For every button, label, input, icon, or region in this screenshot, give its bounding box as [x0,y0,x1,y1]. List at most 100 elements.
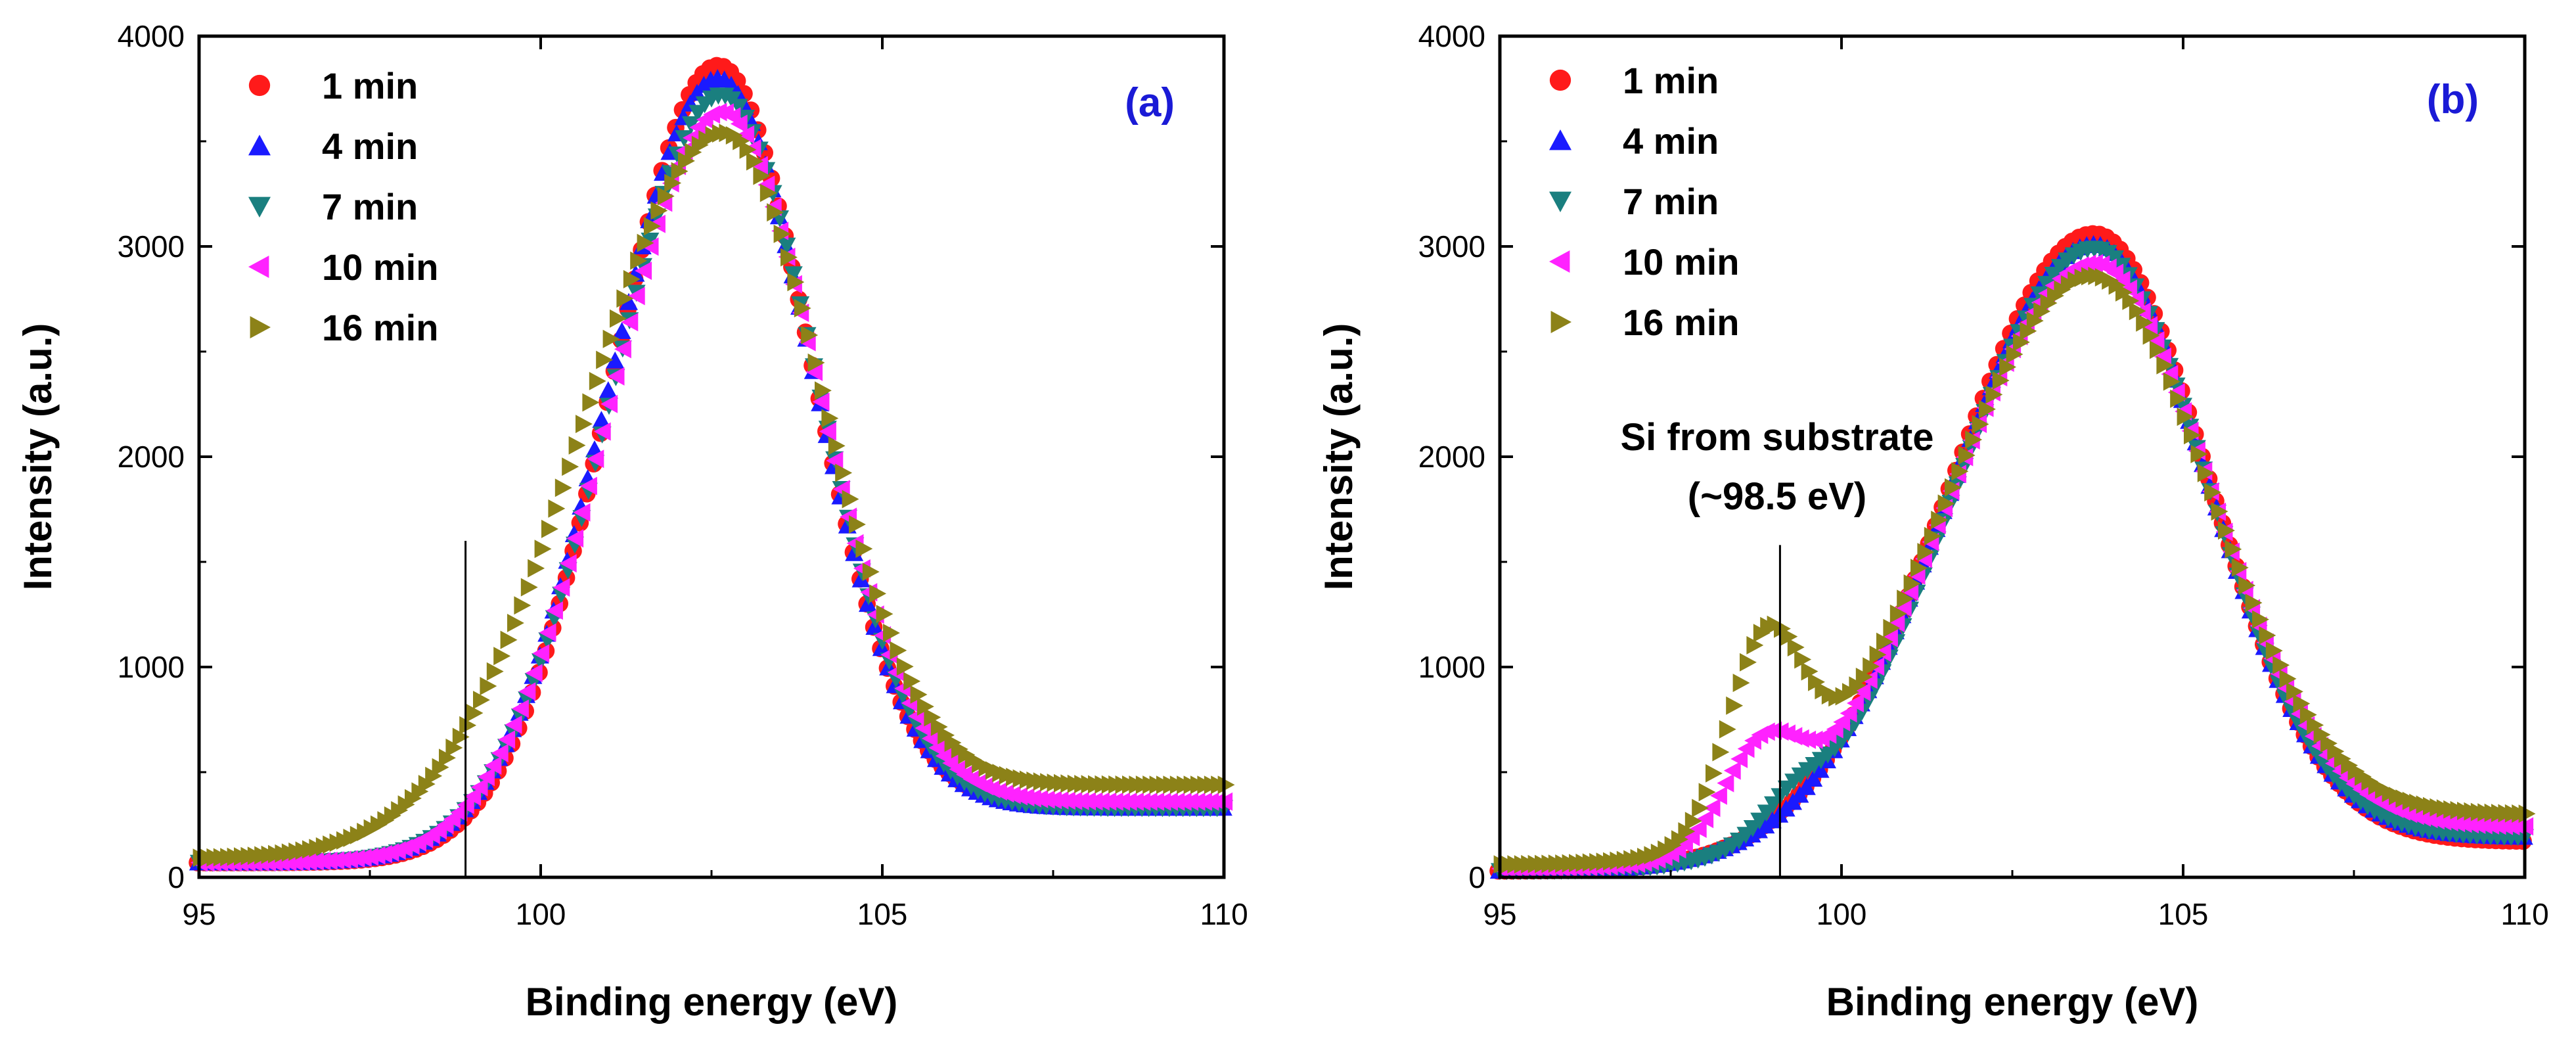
data-point [2299,705,2317,724]
data-point [2293,694,2311,713]
panel-b-data-points [1489,225,2536,881]
legend-marker [248,196,271,218]
legend-label: 10 min [1623,241,1739,283]
data-point [614,340,631,359]
data-point [1723,761,1741,780]
data-point [484,756,502,775]
data-point [600,394,618,413]
data-point [2434,812,2452,831]
legend-label: 16 min [322,307,438,348]
data-point [1839,724,1858,742]
legend-marker [1549,191,1571,212]
data-point [1999,357,2017,377]
data-point [498,730,516,749]
data-point [678,151,695,170]
data-point [610,309,627,328]
data-point [2122,291,2140,310]
data-point [2245,593,2263,612]
panel-b-y-axis-title: Intensity (a.u.) [1317,323,1361,591]
data-point [528,559,545,578]
data-point [486,662,504,681]
data-point [1010,787,1028,806]
data-point [917,697,934,716]
y-tick-label: 4000 [1418,19,1485,53]
data-point [507,614,524,632]
data-point [425,766,443,785]
data-point [681,116,700,133]
data-point [602,329,620,348]
legend-item: 7 min [1549,181,1719,222]
panel-b-ticks: 95 100 105 110 0 1000 2000 3000 4000 [1418,19,2549,931]
data-point [1894,598,1912,617]
legend-item: 1 min [1549,60,1719,101]
legend-item: 10 min [1549,241,1739,283]
data-point [612,322,631,339]
data-point [592,411,611,428]
x-tick-label: 105 [857,897,908,931]
data-point [2163,372,2181,391]
data-point [445,738,463,757]
data-point [2026,311,2044,331]
data-point [1965,430,1983,449]
data-point [505,715,522,734]
data-point [787,273,805,292]
panel-a-ticks: 95 100 105 110 0 1000 2000 3000 4000 [118,19,1248,931]
data-point [606,351,625,369]
data-point [1710,786,1727,805]
data-point [739,140,757,159]
panel-a-x-axis-title: Binding energy (eV) [526,980,898,1024]
series-10-min [191,103,1233,872]
data-point [2115,283,2133,302]
legend-label: 4 min [1623,120,1719,162]
data-point [1992,371,2010,390]
data-point [593,422,611,441]
data-point [1794,650,1812,669]
data-point [1811,760,1830,778]
data-point [815,381,832,400]
data-point [1706,764,1723,783]
data-point [539,623,556,642]
data-point [1847,694,1864,712]
data-point [452,727,470,747]
data-point [828,436,846,455]
data-point [2156,356,2174,375]
data-point [1937,494,1955,513]
data-point [541,519,558,538]
data-point [1979,400,1996,419]
panel-b-annotation-line1: Si from substrate [1621,416,1934,459]
data-point [2147,331,2165,350]
data-point [630,251,648,270]
data-point [641,237,659,256]
data-point [621,313,639,332]
data-point [432,758,449,777]
series-16-min [1493,266,2536,874]
data-point [532,644,550,663]
data-point [773,224,791,243]
y-tick-label: 4000 [118,19,185,53]
data-point [512,699,529,718]
data-point [2086,254,2103,273]
data-point [777,237,796,255]
data-point [2177,407,2194,426]
legend-label: 4 min [322,126,418,167]
data-point [1740,653,1757,672]
data-point [819,422,836,441]
data-point [520,578,538,597]
data-point [1746,635,1764,655]
x-tick-label: 110 [1200,897,1248,931]
legend-label: 16 min [1623,302,1739,343]
data-point [2272,656,2290,675]
data-point [459,716,477,735]
data-point [1217,775,1235,795]
data-point [623,269,641,288]
y-tick-label: 3000 [1418,229,1485,264]
data-point [1801,662,1819,681]
data-point [2037,275,2056,293]
data-point [2020,321,2037,340]
data-point [573,503,591,522]
data-point [910,685,928,704]
data-point [2140,316,2158,335]
data-point [689,118,707,137]
legend-marker [248,135,271,156]
